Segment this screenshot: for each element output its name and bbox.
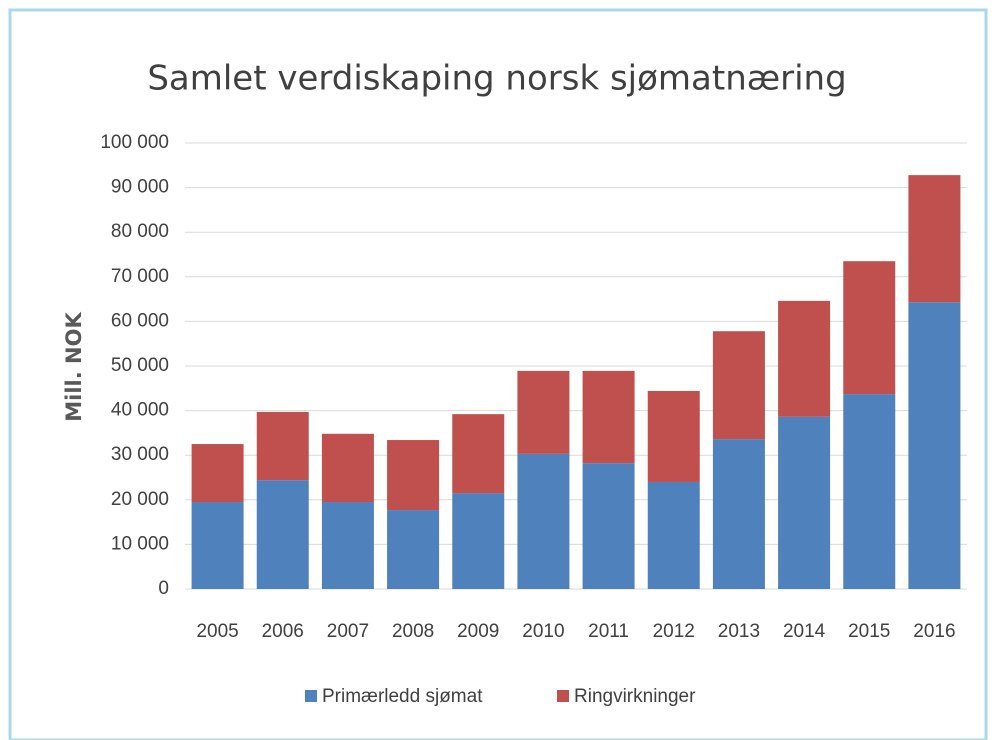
bar-segment	[191, 502, 244, 589]
bar-segment	[452, 493, 505, 589]
x-tick-label: 2009	[457, 621, 499, 642]
x-tick-label: 2006	[262, 621, 304, 642]
y-tick-label: 0	[158, 578, 169, 599]
x-tick-label: 2008	[392, 621, 434, 642]
bar-segment	[908, 302, 961, 589]
y-tick-label: 60 000	[111, 310, 169, 331]
y-axis-label: Mill. NOK	[62, 312, 86, 422]
bar-segment	[843, 261, 896, 395]
chart-title: Samlet verdiskaping norsk sjømatnæring	[147, 59, 846, 99]
legend-label: Primærledd sjømat	[322, 686, 483, 707]
x-tick-label: 2014	[783, 621, 826, 642]
bar-segment	[517, 453, 570, 589]
x-tick-label: 2013	[718, 621, 760, 642]
legend-swatch	[305, 690, 317, 702]
x-tick-label: 2007	[327, 621, 369, 642]
bar-segment	[387, 510, 440, 589]
bar-segment	[452, 414, 505, 494]
x-tick-label: 2012	[653, 621, 695, 642]
y-tick-label: 100 000	[100, 132, 169, 153]
bar-segment	[582, 463, 635, 589]
y-tick-label: 20 000	[111, 489, 169, 510]
bar-segment	[712, 439, 765, 589]
bar-segment	[321, 433, 374, 503]
x-tick-label: 2010	[522, 621, 564, 642]
bar-segment	[582, 370, 635, 464]
y-tick-label: 10 000	[111, 533, 169, 554]
bar-segment	[712, 331, 765, 440]
x-tick-label: 2005	[196, 621, 238, 642]
x-tick-label: 2016	[913, 621, 955, 642]
bar-segment	[647, 390, 700, 482]
bar-segment	[191, 444, 244, 503]
y-tick-label: 30 000	[111, 444, 169, 465]
x-tick-label: 2015	[848, 621, 890, 642]
bar-segment	[778, 416, 831, 589]
y-tick-label: 50 000	[111, 355, 169, 376]
bar-segment	[256, 480, 309, 589]
y-tick-label: 40 000	[111, 400, 169, 421]
legend-swatch	[557, 690, 569, 702]
bar-segment	[256, 411, 309, 481]
bar-segment	[778, 300, 831, 417]
legend-label: Ringvirkninger	[574, 686, 696, 707]
bar-segment	[908, 175, 961, 303]
bar-segment	[517, 370, 570, 454]
x-tick-label: 2011	[588, 621, 629, 642]
bar-segment	[647, 481, 700, 589]
bar-segment	[321, 502, 374, 589]
y-tick-label: 80 000	[111, 221, 169, 242]
y-tick-label: 90 000	[111, 177, 169, 198]
bar-segment	[387, 440, 440, 511]
y-tick-label: 70 000	[111, 266, 169, 287]
bar-segment	[843, 394, 896, 589]
